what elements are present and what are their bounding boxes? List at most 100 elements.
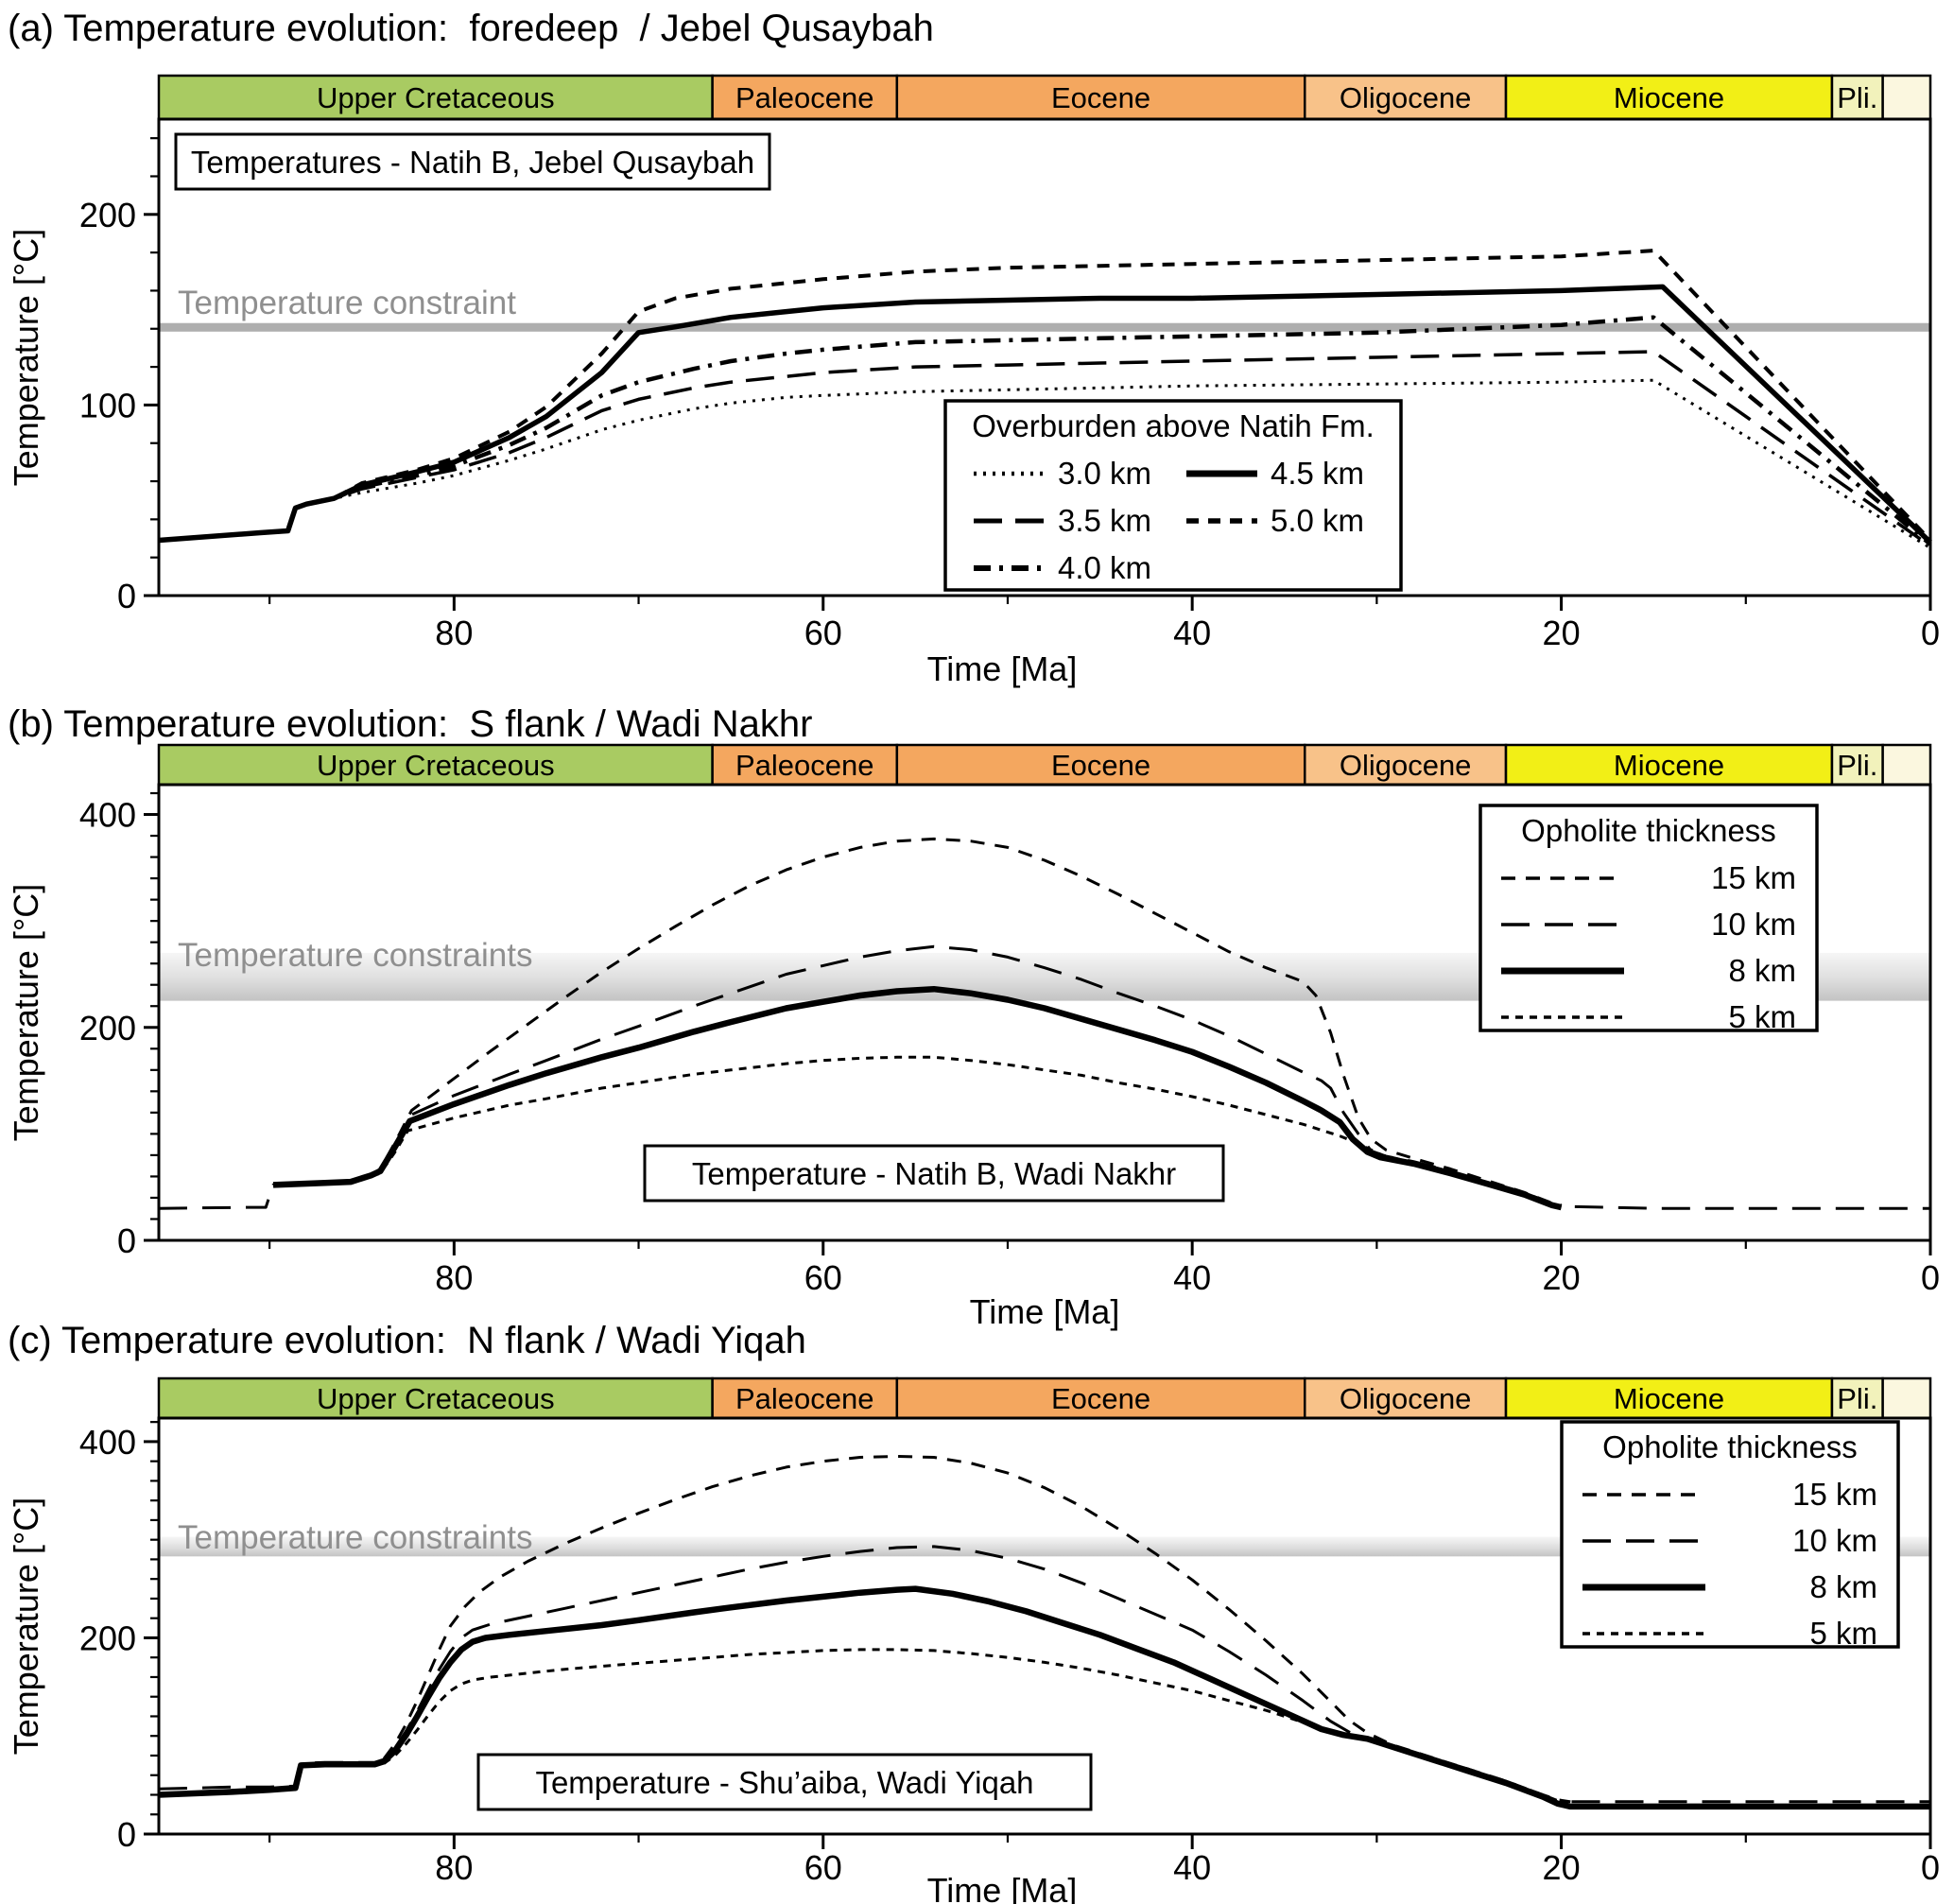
constraint-label: Temperature constraint xyxy=(178,285,516,321)
x-axis-title: Time [Ma] xyxy=(927,649,1078,688)
x-tick-label: 0 xyxy=(1921,614,1940,652)
series-curve-8km xyxy=(272,985,1563,1211)
y-tick-label: 400 xyxy=(79,796,136,835)
inner-label: Temperature - Natih B, Wadi Nakhr xyxy=(692,1156,1176,1191)
legend-item-label: 5 km xyxy=(1728,999,1796,1034)
inner-label-box xyxy=(174,132,771,191)
x-tick-label: 0 xyxy=(1921,1258,1940,1297)
era-label: Pli. xyxy=(1837,81,1877,114)
x-axis-title: Time [Ma] xyxy=(970,1292,1120,1331)
plot-frame xyxy=(157,783,1932,1242)
x-tick-label: 20 xyxy=(1543,614,1581,652)
y-tick-label: 200 xyxy=(79,196,136,234)
legend-item-label: 10 km xyxy=(1711,907,1796,942)
era-segment xyxy=(895,743,1306,787)
era-label: Oligocene xyxy=(1340,81,1472,114)
constraint-label: Temperature constraints xyxy=(178,1519,532,1556)
x-tick-label: 80 xyxy=(435,1258,473,1297)
era-label: Paleocene xyxy=(735,1382,874,1415)
inner-label-box xyxy=(476,1753,1093,1811)
y-tick-label: 0 xyxy=(117,1221,136,1260)
x-tick-label: 60 xyxy=(804,614,842,652)
constraint-label: Temperature constraints xyxy=(178,937,532,974)
x-tick-label: 80 xyxy=(435,614,473,652)
constraint-band xyxy=(159,322,1930,332)
legend-box xyxy=(1560,1420,1900,1649)
era-label: Pli. xyxy=(1837,1382,1877,1415)
era-label: Miocene xyxy=(1614,749,1724,782)
inner-label-box xyxy=(643,1144,1225,1203)
x-tick-label: 20 xyxy=(1543,1848,1581,1887)
series-curve-10km xyxy=(158,1545,1930,1804)
y-tick-label: 100 xyxy=(79,386,136,424)
x-tick-label: 80 xyxy=(435,1848,473,1887)
y-tick-label: 0 xyxy=(117,1815,136,1854)
era-segment xyxy=(711,1376,899,1420)
legend-item-label: 10 km xyxy=(1792,1523,1877,1558)
x-tick-label: 40 xyxy=(1173,1848,1211,1887)
legend-item-label: 3.0 km xyxy=(1058,456,1151,491)
era-label: Upper Cretaceous xyxy=(317,1382,555,1415)
x-axis-title: Time [Ma] xyxy=(927,1871,1078,1904)
series-curve-15km xyxy=(272,837,1562,1207)
era-label: Miocene xyxy=(1614,1382,1724,1415)
y-tick-label: 400 xyxy=(79,1423,136,1462)
legend-box xyxy=(1478,804,1819,1032)
era-label: Paleocene xyxy=(735,749,874,782)
inner-label: Temperature - Shu’aiba, Wadi Yiqah xyxy=(535,1765,1033,1800)
era-segment xyxy=(1881,743,1932,787)
plot-frame xyxy=(157,117,1932,597)
era-segment xyxy=(711,743,899,787)
era-label: Paleocene xyxy=(735,81,874,114)
series-curve-45km xyxy=(158,284,1932,545)
legend-item-label: 5 km xyxy=(1809,1616,1877,1651)
panel-b-title: (b) Temperature evolution: S flank / Wad… xyxy=(8,703,813,745)
legend-box xyxy=(943,399,1403,592)
era-label: Eocene xyxy=(1051,81,1150,114)
era-segment xyxy=(711,74,899,121)
constraint-band xyxy=(159,1536,1930,1557)
y-axis-title: Temperature [°C] xyxy=(7,229,45,487)
series-curve-5km xyxy=(383,1648,1571,1806)
panel-a-title: (a) Temperature evolution: foredeep / Je… xyxy=(8,8,934,49)
x-tick-label: 0 xyxy=(1921,1848,1940,1887)
era-label: Oligocene xyxy=(1340,1382,1472,1415)
series-curve-35km xyxy=(158,350,1932,548)
legend-item-label: 3.5 km xyxy=(1058,503,1151,538)
legend-item-label: 15 km xyxy=(1711,860,1796,895)
y-axis-title: Temperature [°C] xyxy=(7,1497,45,1756)
era-segment xyxy=(1303,743,1508,787)
era-label: Pli. xyxy=(1837,749,1877,782)
x-tick-label: 20 xyxy=(1543,1258,1581,1297)
series-curve-50km xyxy=(158,249,1932,543)
legend-item-label: 4.5 km xyxy=(1271,456,1364,491)
y-tick-label: 0 xyxy=(117,577,136,615)
legend-item-label: 8 km xyxy=(1809,1569,1877,1604)
x-tick-label: 40 xyxy=(1173,614,1211,652)
era-label: Eocene xyxy=(1051,1382,1150,1415)
x-tick-label: 60 xyxy=(804,1258,842,1297)
era-label: Upper Cretaceous xyxy=(317,81,555,114)
era-segment xyxy=(1830,1376,1884,1420)
legend-item-label: 15 km xyxy=(1792,1477,1877,1512)
era-label: Miocene xyxy=(1614,81,1724,114)
legend-title: Overburden above Natih Fm. xyxy=(972,408,1375,443)
era-label: Eocene xyxy=(1051,749,1150,782)
panel-c-title: (c) Temperature evolution: N flank / Wad… xyxy=(8,1320,806,1361)
legend-item-label: 4.0 km xyxy=(1058,550,1151,585)
x-tick-label: 40 xyxy=(1173,1258,1211,1297)
x-tick-label: 60 xyxy=(804,1848,842,1887)
legend-title: Opholite thickness xyxy=(1521,813,1776,848)
legend-title: Opholite thickness xyxy=(1602,1429,1858,1464)
y-tick-label: 200 xyxy=(79,1618,136,1657)
era-segment xyxy=(1881,1376,1932,1420)
y-axis-title: Temperature [°C] xyxy=(7,884,45,1142)
era-label: Upper Cretaceous xyxy=(317,749,555,782)
era-segment xyxy=(1881,74,1932,121)
inner-label: Temperatures - Natih B, Jebel Qusaybah xyxy=(191,145,754,180)
series-curve-10km xyxy=(158,944,1930,1210)
legend-item-label: 8 km xyxy=(1728,953,1796,988)
era-segment xyxy=(1830,743,1884,787)
